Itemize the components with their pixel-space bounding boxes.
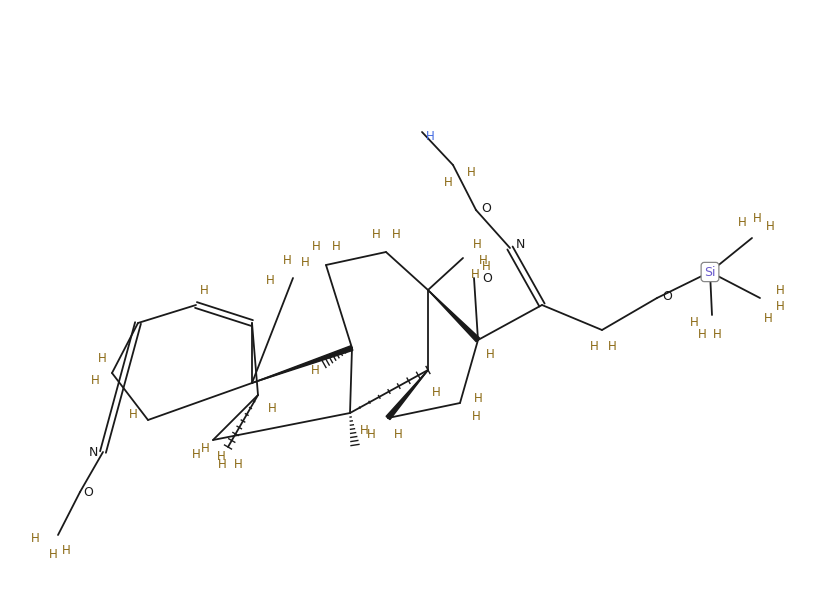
Text: H: H (92, 374, 100, 387)
Text: Si: Si (704, 266, 716, 278)
Text: O: O (83, 485, 93, 498)
Text: H: H (367, 427, 376, 441)
Text: H: H (201, 442, 210, 456)
Text: H: H (486, 349, 494, 362)
Text: H: H (467, 167, 475, 180)
Text: H: H (300, 256, 310, 269)
Text: H: H (713, 328, 721, 341)
Text: H: H (697, 328, 706, 341)
Text: H: H (192, 448, 201, 460)
Text: H: H (372, 227, 380, 241)
Text: H: H (312, 241, 320, 254)
Text: H: H (432, 386, 440, 399)
Text: H: H (218, 458, 226, 472)
Text: H: H (216, 450, 225, 463)
Polygon shape (428, 290, 480, 341)
Text: H: H (775, 284, 785, 297)
Text: N: N (516, 238, 525, 251)
Text: H: H (482, 260, 490, 272)
Text: H: H (590, 340, 598, 352)
Text: H: H (443, 177, 453, 189)
Text: H: H (62, 544, 71, 558)
Text: H: H (738, 216, 746, 229)
Text: H: H (234, 458, 242, 472)
Text: H: H (471, 267, 479, 281)
Text: H: H (311, 364, 320, 377)
Text: H: H (32, 533, 40, 546)
Text: H: H (426, 131, 434, 143)
Text: O: O (662, 291, 672, 303)
Text: H: H (690, 316, 698, 330)
Text: H: H (359, 424, 369, 438)
Polygon shape (252, 346, 353, 383)
Text: H: H (765, 220, 775, 232)
Text: H: H (129, 408, 138, 421)
Text: H: H (607, 340, 617, 352)
Text: H: H (473, 238, 482, 251)
Text: H: H (283, 254, 291, 267)
Text: O: O (481, 202, 491, 216)
Text: H: H (266, 273, 275, 287)
Text: H: H (478, 254, 488, 266)
Text: H: H (332, 241, 340, 254)
Text: H: H (98, 352, 107, 365)
Text: H: H (473, 392, 483, 405)
Text: O: O (482, 272, 492, 285)
Text: H: H (775, 300, 785, 312)
Text: N: N (89, 445, 98, 458)
Polygon shape (386, 370, 428, 420)
Text: H: H (753, 211, 761, 224)
Text: H: H (392, 227, 400, 241)
Text: H: H (764, 312, 772, 325)
Text: H: H (472, 411, 480, 423)
Text: H: H (48, 549, 57, 562)
Text: H: H (268, 402, 276, 416)
Text: H: H (200, 285, 208, 297)
Text: H: H (394, 427, 403, 441)
